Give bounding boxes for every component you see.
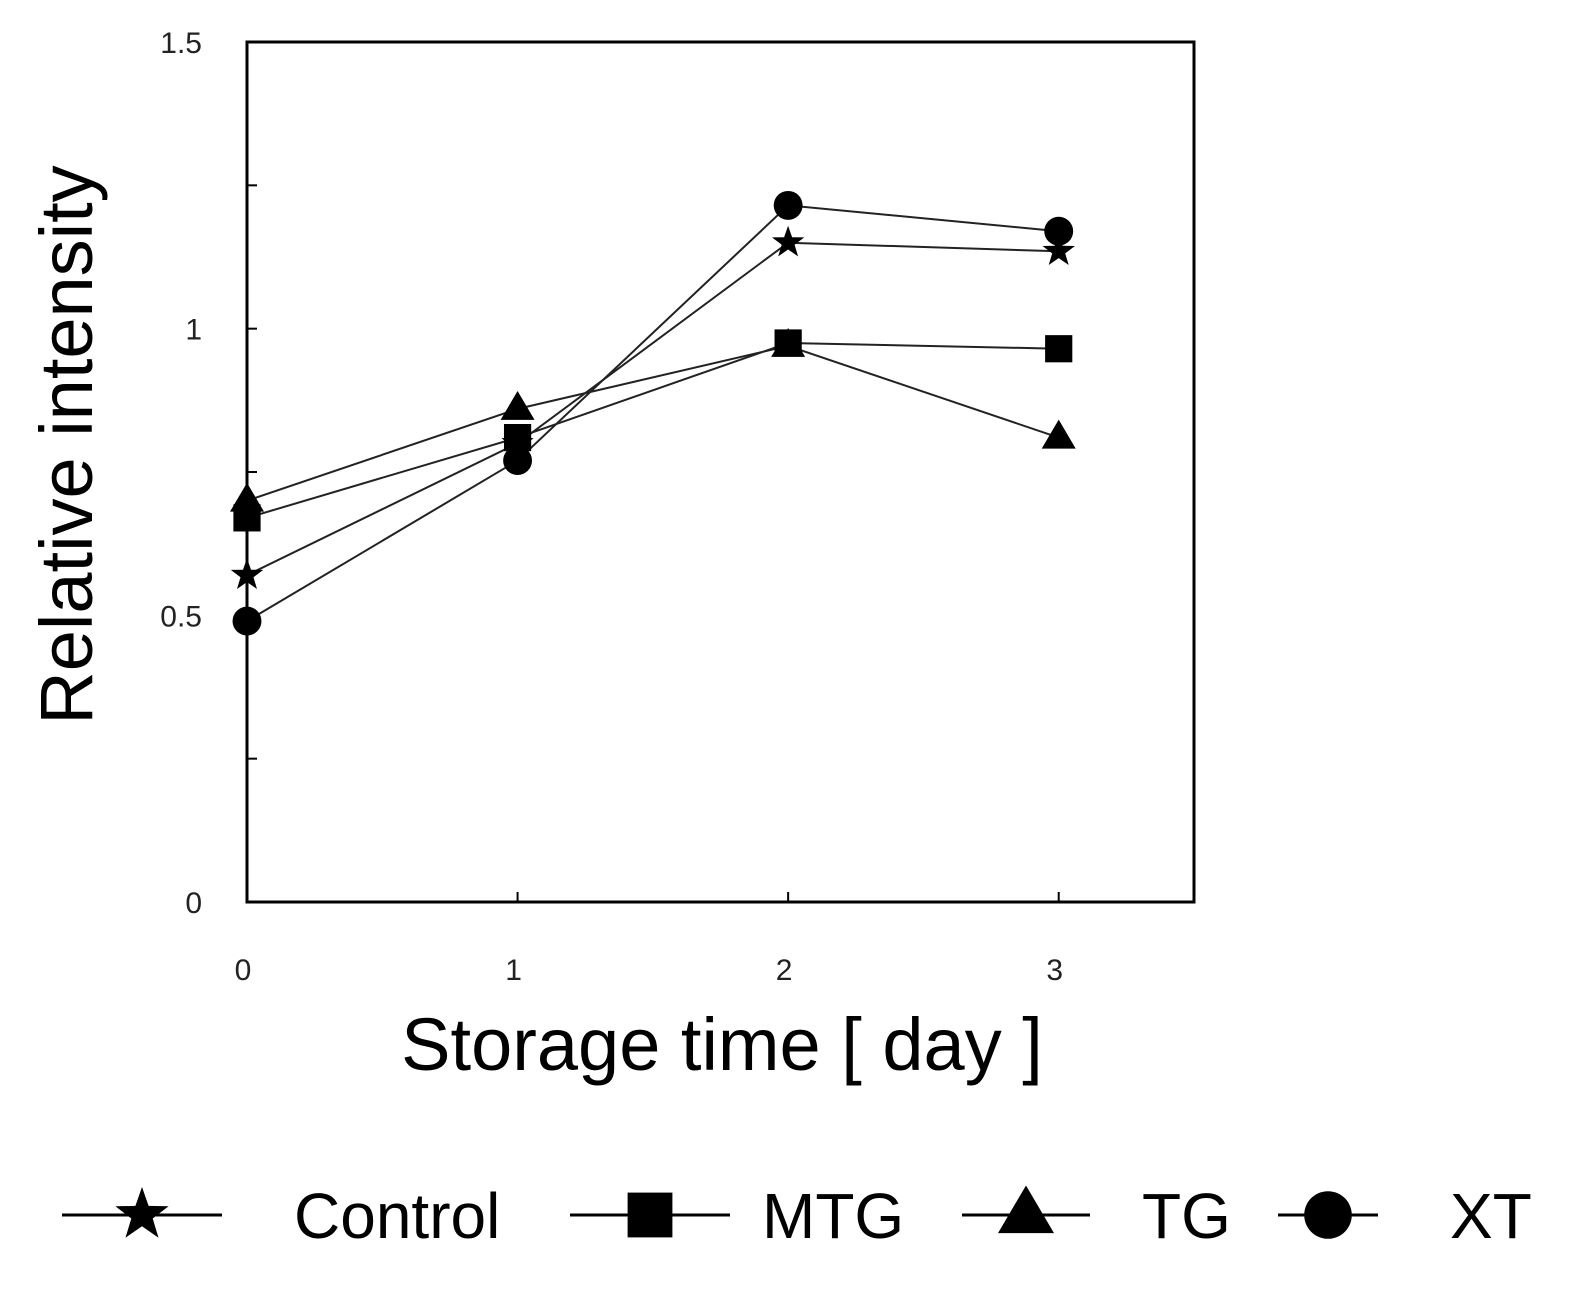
legend-item-tg: TG [962,1180,1231,1252]
x-tick-label: 3 [1046,954,1063,987]
legend-marker-tg [998,1185,1054,1234]
legend-label-xt: XT [1450,1180,1532,1252]
legend: Control MTG TG XT [62,1180,1532,1252]
data-point-control-2 [772,225,805,257]
legend-marker-xt [1304,1191,1352,1239]
legend-item-control: Control [62,1180,500,1252]
series-markers [230,190,1076,636]
data-point-tg-0 [230,482,264,512]
data-point-xt-2 [773,190,803,220]
data-point-mtg-3 [1045,335,1073,363]
legend-label-control: Control [294,1180,500,1252]
legend-label-mtg: MTG [762,1180,904,1252]
x-tick-label: 1 [505,954,522,987]
series-line-xt [246,204,1059,622]
data-point-xt-0 [232,606,262,636]
series-line-mtg [246,341,1059,519]
legend-marker-control [115,1187,169,1238]
legend-marker-mtg [627,1192,673,1238]
data-point-tg-1 [500,391,535,420]
data-point-control-3 [1042,234,1075,265]
data-point-control-0 [230,558,264,589]
legend-item-mtg: MTG [570,1180,904,1252]
y-tick-label: 0.5 [160,600,202,633]
y-axis-ticks: 0 0.5 1 1.5 [160,27,257,920]
plot-frame [245,40,1196,904]
y-tick-label: 1 [185,314,202,347]
x-tick-label: 0 [235,954,252,987]
plot-area: 0 0.5 1 1.5 0 1 2 3 [160,27,1196,987]
data-point-xt-3 [1044,216,1074,246]
data-point-xt-1 [503,446,533,475]
series-lines [246,204,1060,622]
data-point-tg-3 [1041,419,1076,449]
series-line-control [246,241,1059,577]
y-axis-title: Relative intensity [25,165,108,724]
y-tick-label: 1.5 [160,27,202,60]
x-axis-title: Storage time [ day ] [401,1003,1043,1086]
x-tick-label: 2 [776,954,793,987]
legend-item-xt: XT [1278,1180,1532,1252]
legend-label-tg: TG [1142,1180,1231,1252]
series-line-tg [246,344,1060,502]
y-tick-label: 0 [185,887,202,920]
x-axis-ticks: 0 1 2 3 [235,892,1063,987]
data-point-tg-2 [771,327,806,357]
